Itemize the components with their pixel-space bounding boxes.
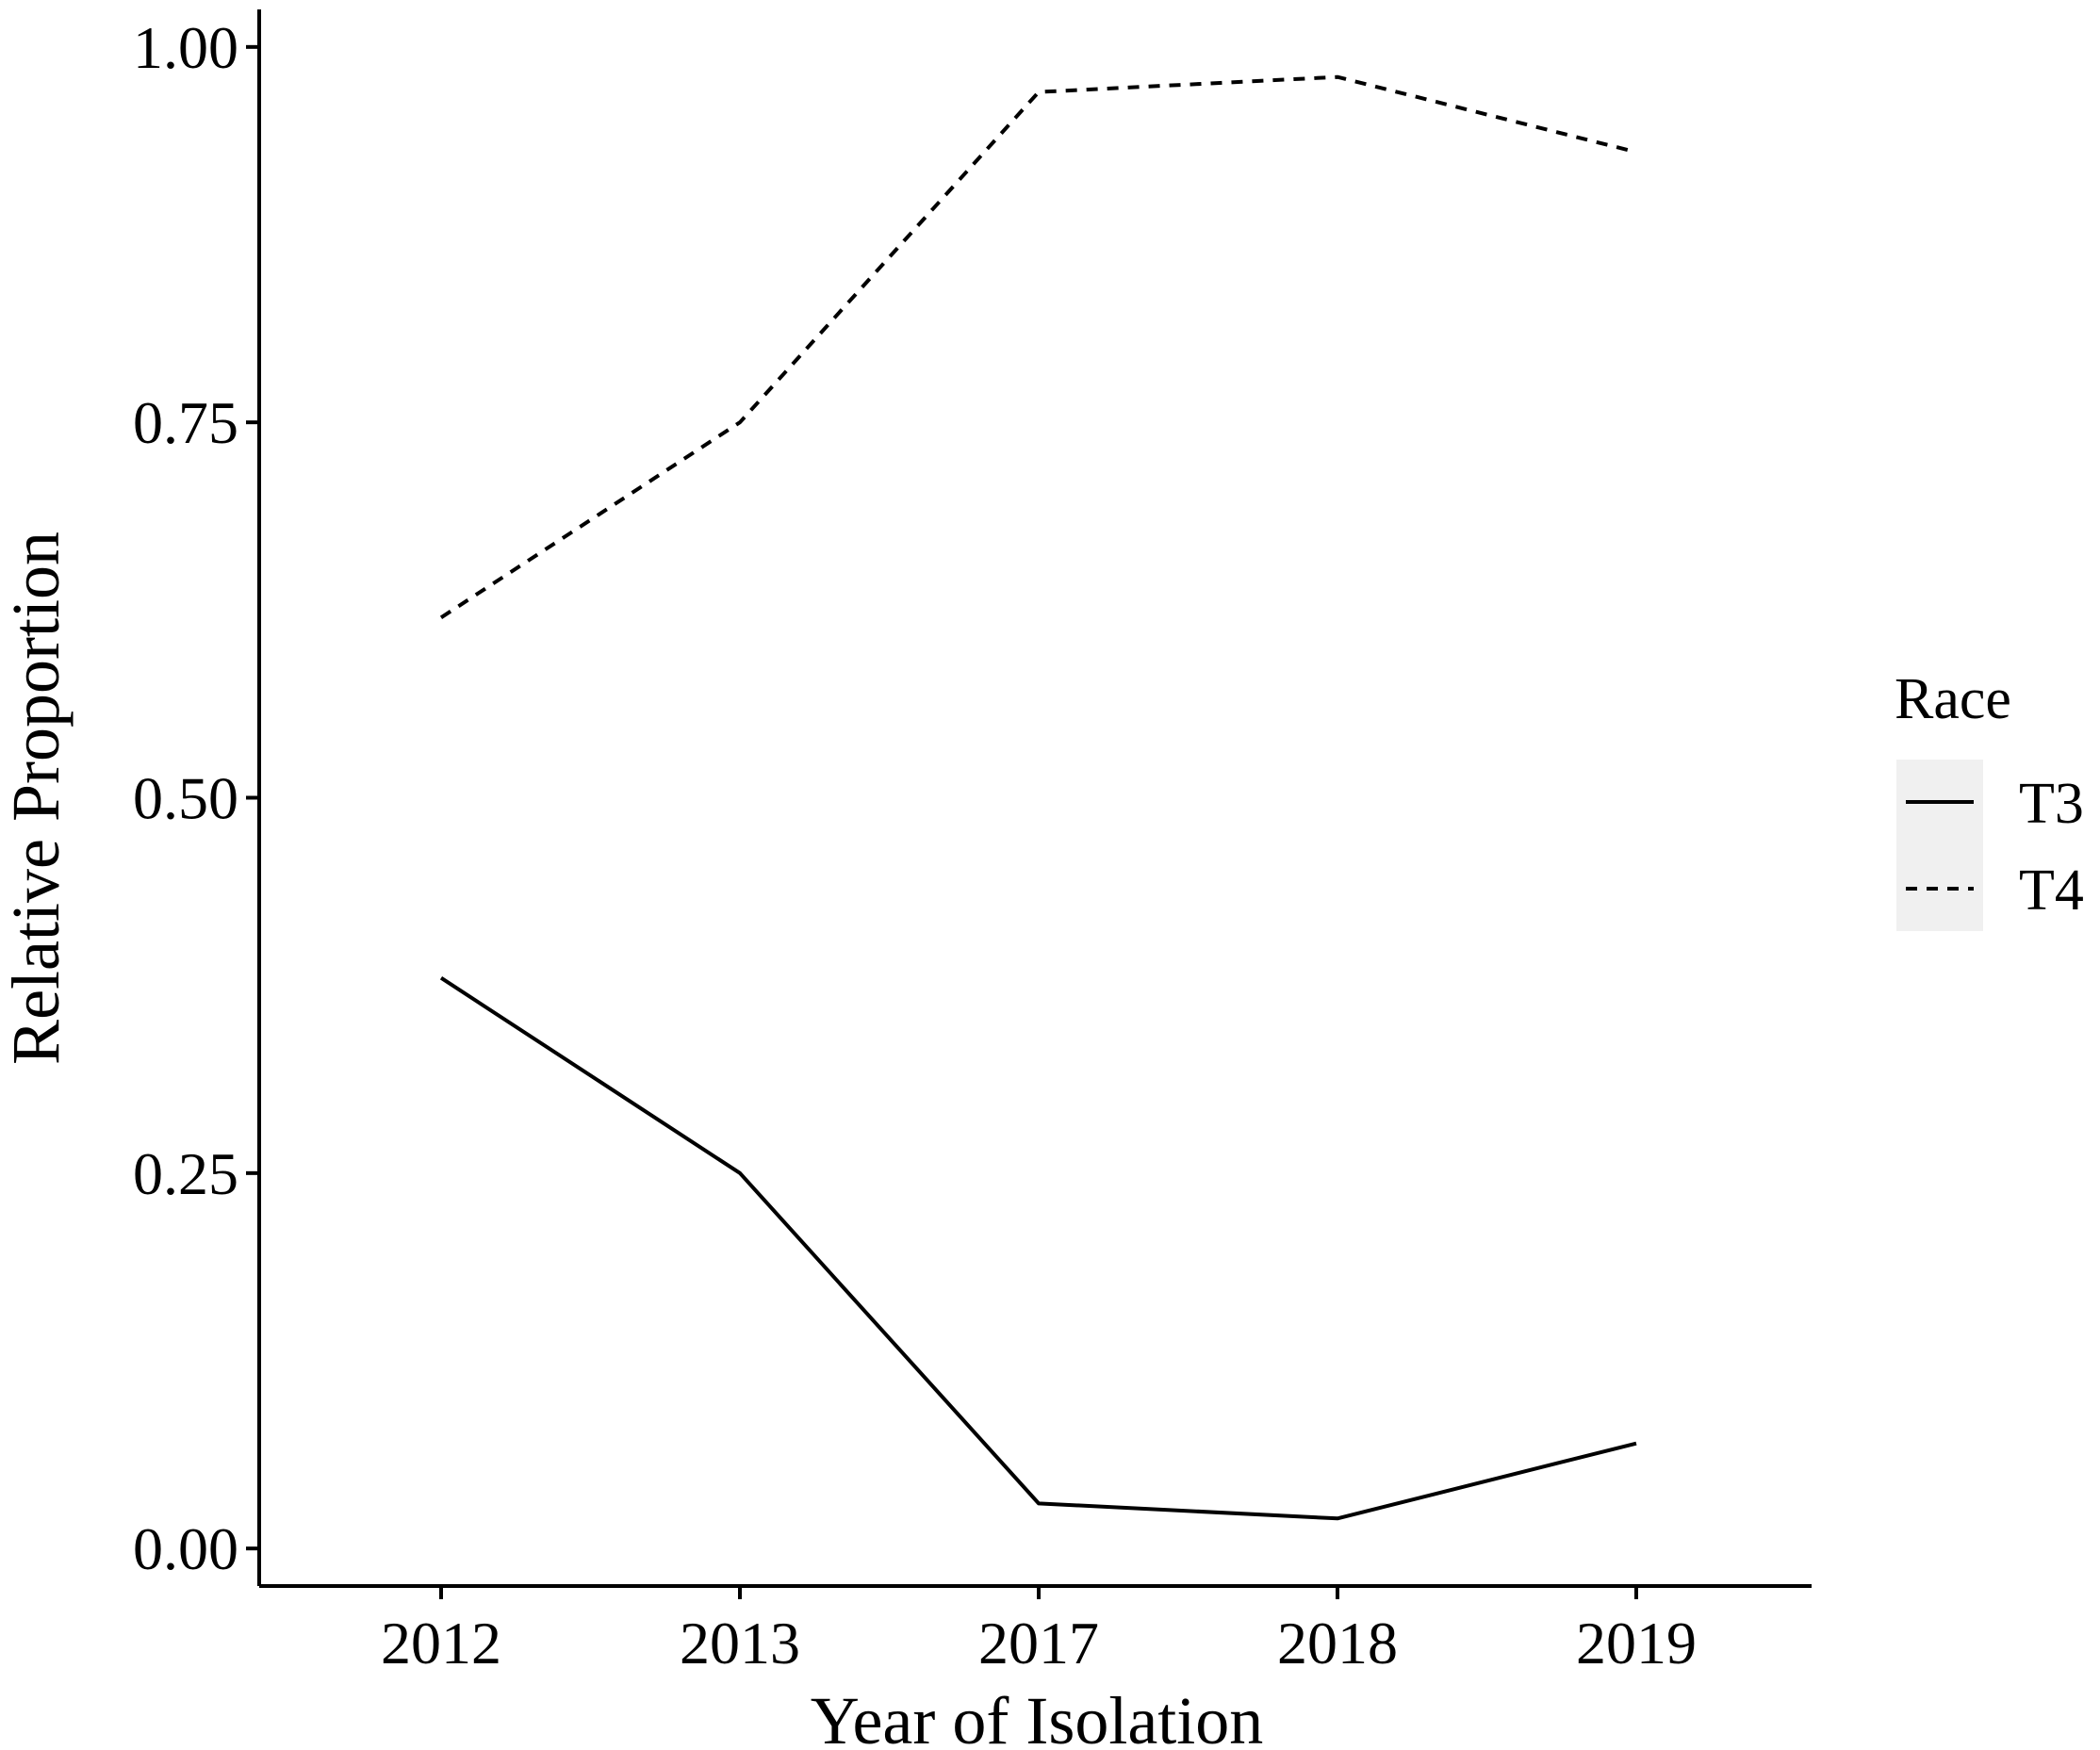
legend-label-t4: T4: [2019, 859, 2084, 923]
legend-label-t3: T3: [2019, 772, 2084, 836]
x-tick-label: 2017: [978, 1610, 1099, 1676]
y-tick-label: 1.00: [133, 14, 238, 81]
y-axis-title: Relative Proportion: [0, 532, 74, 1065]
x-axis-title: Year of Isolation: [811, 1683, 1264, 1750]
x-tick-label: 2012: [381, 1610, 501, 1676]
y-tick-label: 0.00: [133, 1515, 238, 1582]
legend-key-background: [1896, 760, 1983, 931]
y-axis-ticks: 0.00 0.25 0.50 0.75 1.00: [133, 14, 259, 1582]
y-tick-label: 0.50: [133, 765, 238, 832]
plot-area: 0.000.250.500.751.00 2012 2013 2017 2018 201…: [133, 9, 1812, 1676]
x-axis-ticks: 2012 2013 2017 2018 2019: [381, 1586, 1697, 1676]
series-line-t3: [439, 976, 1637, 1521]
x-tick-label: 2018: [1277, 1610, 1398, 1676]
legend-title: Race: [1895, 667, 2011, 731]
series-lines: [439, 74, 1637, 1521]
series-line-t4: [439, 74, 1637, 619]
x-tick-label: 2019: [1576, 1610, 1697, 1676]
y-tick-label: 0.25: [133, 1140, 238, 1207]
y-tick-label: 0.75: [133, 389, 238, 456]
x-tick-label: 2013: [680, 1610, 800, 1676]
